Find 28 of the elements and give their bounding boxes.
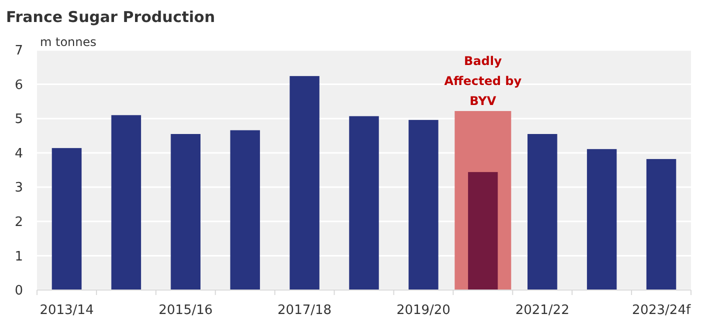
bar <box>646 159 676 290</box>
x-tick-label: 2019/20 <box>396 303 450 318</box>
bar <box>290 76 320 290</box>
bar <box>468 172 498 290</box>
bar <box>528 134 558 290</box>
bar <box>349 116 379 290</box>
x-tick-label: 2017/18 <box>278 303 332 318</box>
x-tick-label: 2021/22 <box>515 303 570 318</box>
annotation: Badly Affected by BYV <box>444 54 522 108</box>
bar <box>52 148 82 290</box>
bar <box>230 130 260 290</box>
y-tick-label: 4 <box>14 146 23 162</box>
y-axis-title: m tonnes <box>40 35 96 49</box>
bar <box>586 149 617 290</box>
x-tick-label: 2015/16 <box>158 303 213 318</box>
chart-title: France Sugar Production <box>6 8 216 26</box>
y-tick-label: 2 <box>14 214 23 230</box>
bar <box>111 115 142 290</box>
x-tick-label: 2023/24f <box>632 303 691 318</box>
bar <box>408 120 438 290</box>
y-tick-label: 5 <box>14 112 23 128</box>
y-tick-label: 7 <box>14 44 23 59</box>
x-tick-label: 2013/14 <box>40 303 94 318</box>
y-tick-label: 0 <box>14 284 23 299</box>
bar <box>170 134 200 290</box>
y-tick-label: 3 <box>14 180 23 196</box>
y-tick-label: 1 <box>14 249 23 264</box>
y-tick-label: 6 <box>14 78 23 93</box>
